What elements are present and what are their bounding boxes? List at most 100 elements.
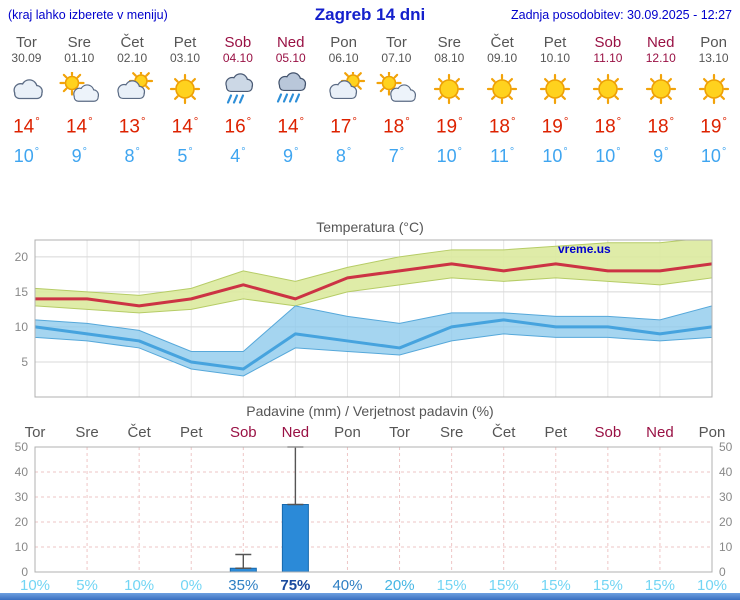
precip-day-label: Čet [127,424,151,441]
precip-day-label: Sre [75,424,98,441]
sunny-icon [539,73,571,105]
precip-probability: 15% [541,577,571,593]
day-column: Tor 30.09 14° 10° [0,30,53,167]
day-column: Čet 02.10 13° 8° [106,30,159,167]
weather-icon-slot [211,70,264,108]
day-column: Pet 10.10 19° 10° [529,30,582,167]
day-high-temp: 14° [171,116,199,138]
weather-icon-slot [0,70,53,108]
sunny-icon [487,73,518,105]
precip-day-label: Ned [646,424,674,441]
svg-text:20: 20 [719,515,733,529]
weather-icon-slot [423,70,476,108]
day-low-temp: 9° [653,146,669,167]
weather-icon-slot [634,70,687,108]
sunny-icon [645,73,676,105]
menu-hint: (kraj lahko izberete v meniju) [8,8,168,22]
day-name: Čet [490,34,514,51]
svg-text:5: 5 [21,355,28,369]
day-date: 07.10 [381,51,412,65]
day-high-temp: 19° [435,116,463,138]
day-column: Ned 05.10 14° 9° [264,30,317,167]
day-low-temp: 10° [700,146,727,167]
svg-text:50: 50 [719,440,733,454]
precip-probability: 75% [280,577,310,593]
day-high-temp: 19° [700,116,727,138]
weather-icon-slot [370,70,423,108]
day-date: 04.10 [222,51,253,65]
day-high-temp: 16° [224,116,252,138]
temperature-chart: 5 10 15 20 vreme.us [15,239,713,398]
partly-cloudy-icon [376,72,417,102]
day-name: Tor [16,34,37,51]
day-name: Čet [120,34,144,51]
day-high-temp: 18° [647,116,675,138]
day-date: 03.10 [169,51,201,65]
weather-icon-slot [159,70,212,108]
day-low-temp: 11° [490,146,515,167]
day-date: 06.10 [328,51,359,65]
precip-probability: 15% [593,577,623,593]
day-low-temp: 9° [71,146,87,167]
svg-text:50: 50 [15,440,29,454]
watermark: vreme.us [558,242,611,256]
precip-probability: 10% [20,577,50,593]
precip-day-label: Pon [334,424,361,441]
day-high-temp: 18° [594,116,622,138]
day-name: Pon [700,34,727,51]
precip-probability: 15% [437,577,467,593]
day-high-temp: 18° [383,116,410,138]
precip-day-label: Pet [545,424,568,441]
day-column: Tor 07.10 18° 7° [370,30,423,167]
precip-probability: 10% [124,577,154,593]
day-column: Ned 12.10 18° 9° [634,30,687,167]
last-update: Zadnja posodobitev: 30.09.2025 - 12:27 [510,8,732,22]
day-date: 02.10 [117,51,148,65]
forecast-day-strip: Tor 30.09 14° 10° Sre 01.10 14° 9° Čet 02.10 13° 8°… [0,30,740,167]
day-low-temp: 10° [542,146,568,167]
weather-icon-slot [529,70,582,108]
svg-text:15: 15 [15,285,29,299]
cloudy-icon [13,79,44,100]
svg-text:0: 0 [719,565,726,579]
day-column: Pet 03.10 14° 5° [159,30,212,167]
footer-bar [0,593,740,600]
precip-day-label: Sre [440,424,463,441]
day-date: 01.10 [64,51,95,65]
svg-text:40: 40 [719,465,733,479]
sunny-icon [698,73,729,105]
precip-probability: 15% [489,577,519,593]
weather-icon-slot [687,70,740,108]
day-date: 12.10 [645,51,676,65]
svg-text:30: 30 [15,490,29,504]
day-low-temp: 10° [436,146,462,167]
page-title: Zagreb 14 dni [314,5,426,24]
day-date: 11.10 [593,51,623,65]
day-high-temp: 19° [541,116,569,138]
day-column: Sob 04.10 16° 4° [211,30,264,167]
precip-probability: 0% [180,577,202,593]
day-name: Tor [386,34,407,51]
precipitation-chart: Tor Sre Čet Pet Sob Ned Pon Tor Sre Čet Pet Sob Ned P… [15,424,733,593]
weather-icon-slot [317,70,370,108]
day-column: Sob 11.10 18° 10° [581,30,634,167]
day-date: 30.09 [11,51,42,65]
svg-text:30: 30 [719,490,733,504]
day-name: Sre [437,34,461,51]
weather-icon-slot [264,70,317,108]
precip-probability: 5% [76,577,98,593]
partly-cloudy-icon [59,72,100,102]
day-column: Sre 01.10 14° 9° [53,30,106,167]
mostly-cloudy-icon [328,72,365,100]
svg-text:10: 10 [15,540,29,554]
precip-probability: 20% [385,577,415,593]
precip-probability: 15% [645,577,675,593]
svg-text:40: 40 [15,465,29,479]
svg-text:10: 10 [719,540,733,554]
sunny-icon [434,73,465,105]
precip-day-label: Sob [230,424,257,441]
day-low-temp: 10° [595,146,621,167]
day-column: Sre 08.10 19° 10° [423,30,476,167]
day-column: Čet 09.10 18° 11° [476,30,529,167]
